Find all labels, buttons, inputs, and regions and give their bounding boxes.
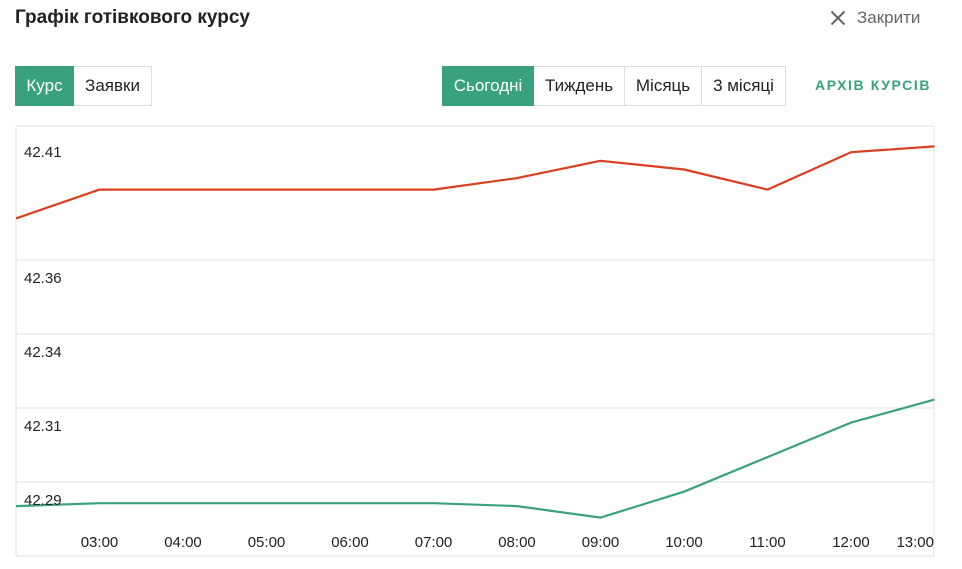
mode-tabs: Курс Заявки	[15, 66, 152, 106]
tab-3-months[interactable]: 3 місяці	[702, 66, 786, 106]
y-tick-label: 42.31	[24, 418, 62, 435]
x-tick-label: 09:00	[582, 534, 620, 551]
x-tick-label: 12:00	[832, 534, 870, 551]
tab-rate[interactable]: Курс	[15, 66, 74, 106]
tab-month[interactable]: Місяць	[625, 66, 702, 106]
x-tick-label: 05:00	[248, 534, 286, 551]
y-tick-label: 42.41	[24, 144, 62, 161]
x-tick-label: 13:00	[896, 534, 934, 551]
x-tick-label: 03:00	[81, 534, 119, 551]
archive-link[interactable]: АРХІВ КУРСІВ	[815, 77, 932, 93]
page-title: Графік готівкового курсу	[15, 7, 250, 28]
tab-requests[interactable]: Заявки	[74, 66, 152, 106]
series-line-0	[15, 145, 935, 220]
tab-week[interactable]: Тиждень	[534, 66, 625, 106]
close-label: Закрити	[857, 8, 921, 27]
x-tick-label: 06:00	[331, 534, 369, 551]
x-tick-label: 04:00	[164, 534, 202, 551]
close-button[interactable]: Закрити	[830, 6, 920, 30]
x-tick-label: 10:00	[665, 534, 703, 551]
y-tick-label: 42.36	[24, 270, 62, 287]
series-line-1	[15, 398, 935, 519]
y-tick-label: 42.34	[24, 344, 62, 361]
y-tick-label: 42.29	[24, 492, 62, 509]
period-tabs: Сьогодні Тиждень Місяць 3 місяці	[442, 66, 786, 106]
x-tick-label: 07:00	[415, 534, 453, 551]
x-tick-label: 11:00	[749, 534, 785, 551]
close-icon	[830, 10, 846, 26]
tab-today[interactable]: Сьогодні	[442, 66, 534, 106]
x-tick-label: 08:00	[498, 534, 536, 551]
